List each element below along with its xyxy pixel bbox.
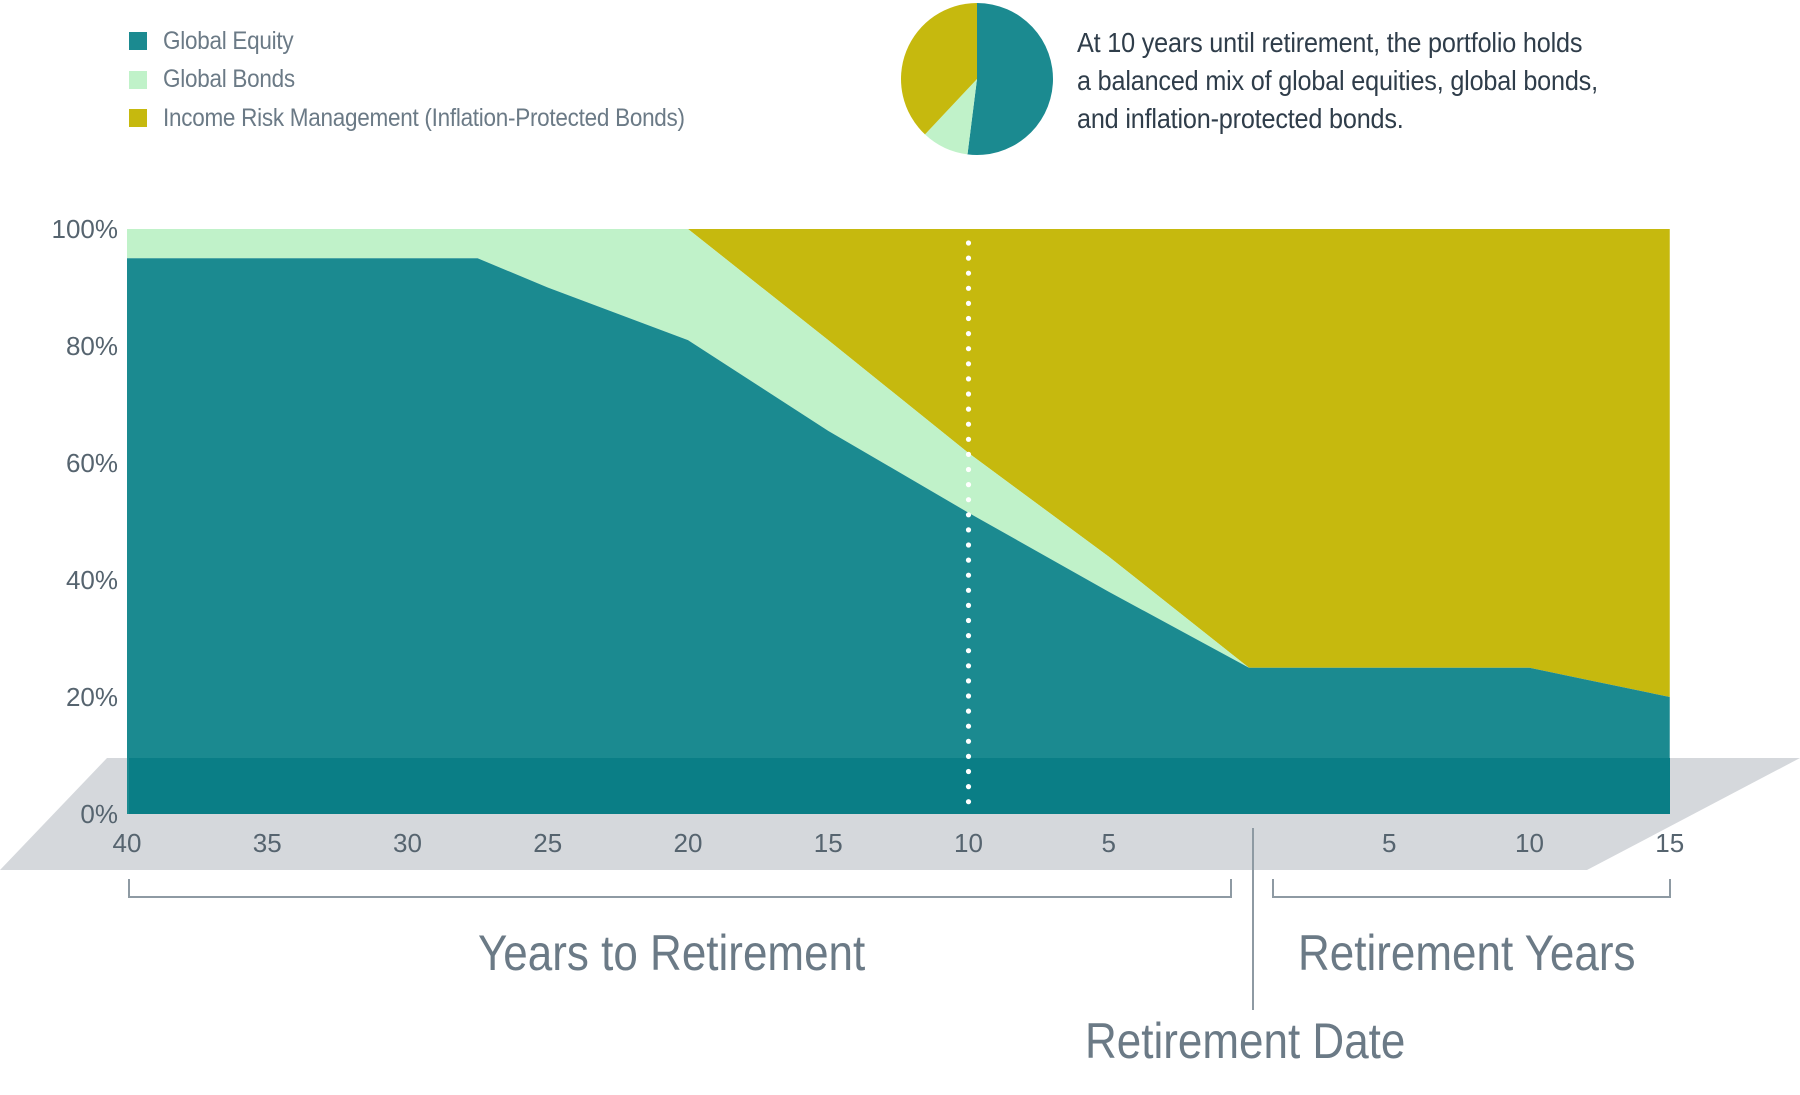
retirement-years-bracket xyxy=(1272,879,1671,898)
x-tick-label: 10 xyxy=(954,828,983,858)
x-tick-label: 20 xyxy=(674,828,703,858)
x-axis-labels: 40 35 30 25 20 15 10 5 5 10 15 xyxy=(113,828,1685,858)
legend-swatch-bonds xyxy=(129,70,147,89)
callout-line: a balanced mix of global equities, globa… xyxy=(1077,65,1598,96)
y-tick-label: 100% xyxy=(52,214,119,244)
pie-slice xyxy=(924,79,977,155)
x-tick-label: 40 xyxy=(113,828,142,858)
floor-overlay xyxy=(129,758,1670,814)
callout-line: At 10 years until retirement, the portfo… xyxy=(1077,27,1583,58)
legend-label: Global Bonds xyxy=(163,65,295,94)
y-tick-label: 80% xyxy=(66,331,118,361)
retirement-date-label: Retirement Date xyxy=(1085,1013,1406,1069)
x-tick-label: 5 xyxy=(1102,828,1116,858)
years-to-retirement-bracket xyxy=(128,879,1232,898)
legend-swatch-irm xyxy=(129,109,147,128)
y-tick-label: 20% xyxy=(66,682,118,712)
callout-text: At 10 years until retirement, the portfo… xyxy=(1077,24,1717,138)
x-tick-label: 15 xyxy=(814,828,843,858)
legend-label: Global Equity xyxy=(163,26,294,55)
x-tick-label: 30 xyxy=(393,828,422,858)
legend-swatch-equity xyxy=(129,32,147,51)
chart-legend: Global Equity Global Bonds Income Risk M… xyxy=(129,22,743,138)
legend-label: Income Risk Management (Inflation-Protec… xyxy=(163,103,685,132)
x-tick-label: 10 xyxy=(1515,828,1544,858)
legend-item-global-bonds: Global Bonds xyxy=(129,61,743,100)
ten-year-marker-dotted-line xyxy=(965,240,972,805)
y-tick-label: 40% xyxy=(66,565,118,595)
x-tick-label: 35 xyxy=(253,828,282,858)
legend-item-income-risk-management: Income Risk Management (Inflation-Protec… xyxy=(129,99,743,138)
y-axis-labels: 0% 20% 40% 60% 80% 100% xyxy=(52,214,119,829)
x-tick-label: 25 xyxy=(533,828,562,858)
area-income-risk-management xyxy=(127,229,1670,697)
legend-item-global-equity: Global Equity xyxy=(129,22,743,61)
pie-slice xyxy=(901,3,977,135)
y-tick-label: 60% xyxy=(66,448,118,478)
retirement-years-label: Retirement Years xyxy=(1298,925,1636,981)
allocation-pie-chart xyxy=(901,3,1053,155)
y-tick-label: 0% xyxy=(80,799,118,829)
x-tick-label: 15 xyxy=(1655,828,1684,858)
callout-line: and inflation-protected bonds. xyxy=(1077,103,1404,134)
area-global-equity xyxy=(127,258,1670,814)
x-tick-label: 5 xyxy=(1382,828,1396,858)
area-global-bonds xyxy=(127,229,1670,697)
years-to-retirement-label: Years to Retirement xyxy=(478,925,866,981)
pie-slice xyxy=(967,3,1053,155)
